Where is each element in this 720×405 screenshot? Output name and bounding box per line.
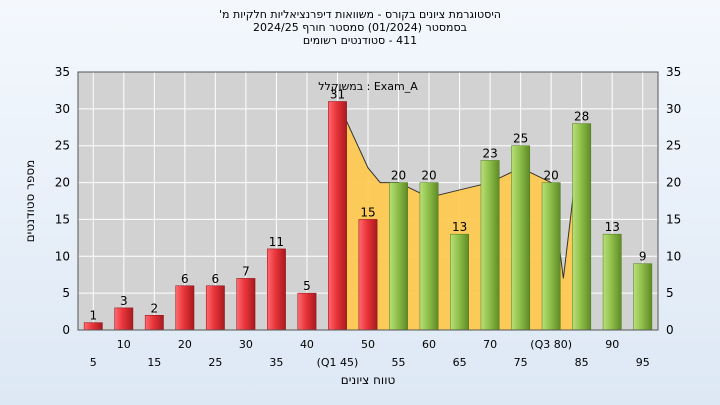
x-tick-label: 50 (361, 338, 375, 351)
y-tick-label-right: 35 (666, 65, 681, 79)
bar (511, 145, 531, 331)
bar-value-label: 6 (212, 272, 220, 286)
bar-value-label: 25 (513, 132, 528, 146)
bar-value-label: 9 (639, 250, 647, 264)
x-tick-label: 20 (178, 338, 192, 351)
bar (480, 160, 500, 331)
bar-value-label: 31 (330, 87, 345, 101)
y-tick-label-left: 10 (55, 249, 70, 263)
bar (267, 248, 286, 331)
y-tick-label-left: 0 (62, 323, 70, 337)
x-tick-label: 5 (90, 356, 97, 369)
y-tick-label-left: 15 (55, 212, 70, 226)
bar (297, 292, 317, 331)
y-tick-label-left: 30 (55, 102, 70, 116)
y-axis-label: מספר סטודנטים (23, 160, 37, 243)
y-tick-label-right: 20 (666, 176, 681, 190)
chart-title: היסטוגרמת ציונים בקורס - משוואות דיפרנצי… (0, 8, 720, 47)
bar (175, 285, 195, 331)
x-tick-label: (Q3 80) (530, 338, 572, 351)
bar (83, 322, 103, 331)
x-tick-label: 90 (605, 338, 619, 351)
x-tick-label: (Q1 45) (317, 356, 359, 369)
bar (389, 182, 408, 331)
bar-value-label: 28 (574, 110, 589, 124)
bar-value-label: 3 (120, 294, 128, 308)
x-tick-label: 75 (514, 356, 528, 369)
bar-value-label: 7 (242, 264, 250, 278)
bar (236, 278, 256, 331)
bar-value-label: 15 (360, 205, 375, 219)
bar-value-label: 20 (544, 169, 559, 183)
bar (205, 285, 225, 331)
x-tick-label: 10 (117, 338, 131, 351)
x-tick-label: 85 (575, 356, 589, 369)
bar-value-label: 5 (303, 279, 311, 293)
bar-value-label: 6 (181, 272, 189, 286)
bar (572, 123, 592, 331)
bar (450, 233, 469, 331)
bar (633, 263, 653, 331)
y-tick-label-left: 20 (55, 176, 70, 190)
bar (602, 233, 622, 331)
x-tick-label: 30 (239, 338, 253, 351)
bar-value-label: 11 (269, 235, 284, 249)
chart-title-line-1: היסטוגרמת ציונים בקורס - משוואות דיפרנצי… (219, 8, 501, 21)
bar-value-label: 13 (452, 220, 467, 234)
bar (144, 315, 164, 331)
y-tick-label-right: 25 (666, 139, 681, 153)
chart-title-line-3: 411 - סטודנטים רשומים (302, 34, 418, 47)
bar-value-label: 1 (89, 309, 97, 323)
y-tick-label-left: 35 (55, 65, 70, 79)
y-tick-label-right: 5 (666, 286, 674, 300)
y-tick-label-right: 30 (666, 102, 681, 116)
x-tick-label: 65 (453, 356, 467, 369)
x-tick-label: 70 (483, 338, 497, 351)
x-tick-label: 60 (422, 338, 436, 351)
x-tick-label: 95 (636, 356, 650, 369)
chart-annotation: במשוקלל : Exam_A (318, 80, 418, 93)
bar (358, 219, 378, 331)
y-tick-label-left: 25 (55, 139, 70, 153)
x-tick-label: 55 (392, 356, 406, 369)
bar (114, 307, 134, 331)
plot-border (77, 71, 659, 331)
x-tick-label: 40 (300, 338, 314, 351)
x-tick-label: 25 (208, 356, 222, 369)
bar-value-label: 13 (605, 220, 620, 234)
bar (541, 182, 561, 331)
y-tick-label-right: 0 (666, 323, 674, 337)
y-tick-label-right: 15 (666, 212, 681, 226)
y-tick-label-left: 5 (62, 286, 70, 300)
x-tick-label: 15 (147, 356, 161, 369)
bar-value-label: 20 (391, 169, 406, 183)
bar-value-label: 20 (421, 169, 436, 183)
bar-value-label: 23 (482, 146, 497, 160)
y-tick-label-right: 10 (666, 249, 681, 263)
x-tick-label: 35 (269, 356, 283, 369)
chart-title-line-2: בסמסטר (01/2024) סמסטר חורף 2024/25 (253, 21, 467, 34)
bar-value-label: 2 (150, 301, 158, 315)
x-axis-label: טווח ציונים (341, 373, 396, 387)
bar (419, 182, 439, 331)
bar (328, 101, 347, 331)
